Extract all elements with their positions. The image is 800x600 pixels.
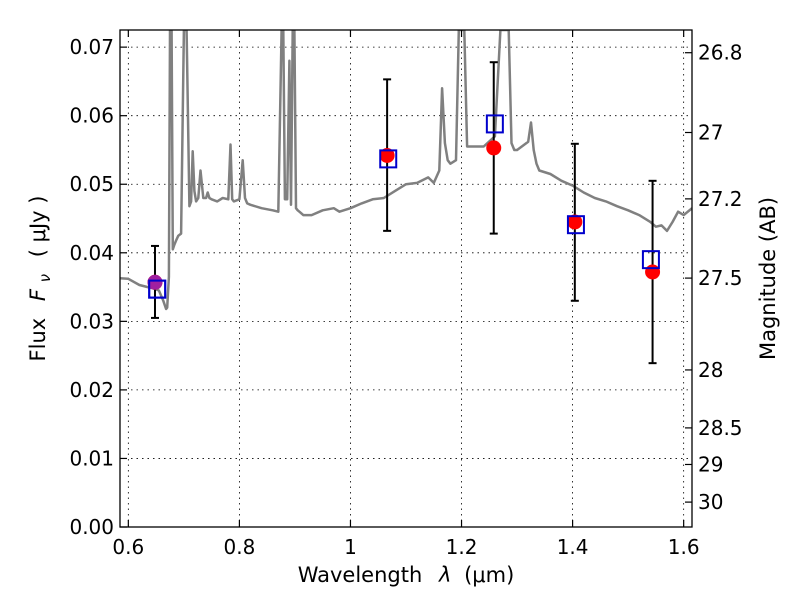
x-axis-label-text: Wavelength (298, 563, 423, 587)
y2-tick-label: 27.2 (698, 187, 743, 211)
y-tick-label: 0.00 (69, 515, 114, 539)
x-axis-label: Wavelength λ (μm) (298, 563, 515, 587)
y-tick-label: 0.05 (69, 172, 114, 196)
x-tick-label: 1.2 (446, 535, 478, 559)
model-sed-layer (120, 30, 692, 311)
x-axis-label-symbol: λ (438, 563, 451, 587)
model-sed-line (120, 30, 692, 311)
y2-tick-label: 28.5 (698, 416, 743, 440)
y-axis-label-unit: ( μJy ) (26, 196, 50, 258)
observed-point (379, 147, 395, 163)
observed-point (645, 264, 661, 280)
y-tick-label: 0.04 (69, 241, 114, 265)
observed-point (486, 140, 502, 156)
y-axis-label-text: Flux (26, 318, 50, 362)
x-tick-label: 1.4 (557, 535, 589, 559)
y2-tick-label: 27 (698, 121, 723, 145)
model-photometry-point (485, 114, 504, 134)
y-tick-label: 0.02 (69, 378, 114, 402)
observed-point-overlap (147, 274, 163, 290)
data-points-layer (147, 61, 661, 365)
y2-tick-label: 26.8 (698, 41, 743, 65)
y2-tick-label: 28 (698, 358, 723, 382)
plot-frame (119, 29, 693, 528)
observed-point (567, 214, 583, 230)
x-tick-label: 1 (344, 535, 357, 559)
y2-axis-label: Magnitude (AB) (756, 197, 780, 360)
y-axis-label: Flux F ν ( μJy ) (26, 196, 55, 362)
y-axis-label-subscript: ν (36, 274, 54, 282)
y2-tick-label: 27.5 (698, 266, 743, 290)
x-tick-label: 0.6 (112, 535, 144, 559)
y-tick-label: 0.03 (69, 309, 114, 333)
y-axis-label-symbol: F (26, 288, 50, 301)
y-tick-label: 0.01 (69, 446, 114, 470)
y-tick-label: 0.06 (69, 104, 114, 128)
y2-tick-label: 29 (698, 452, 723, 476)
x-tick-label: 0.8 (223, 535, 255, 559)
model-photometry-point (641, 250, 660, 270)
x-axis-label-unit: (μm) (464, 563, 514, 587)
model-photometry-point (566, 215, 585, 235)
grid (120, 30, 692, 528)
axes-ticks: 0.6 0.8 1 1.2 1.4 1.6 0.00 0.01 0.02 0.03 0.04 0.05… (69, 30, 743, 559)
y2-tick-label: 30 (698, 490, 723, 514)
x-tick-label: 1.6 (668, 535, 700, 559)
model-photometry-point-overlap (148, 279, 167, 299)
y-tick-label: 0.07 (69, 35, 114, 59)
model-photometry-point (379, 149, 398, 169)
